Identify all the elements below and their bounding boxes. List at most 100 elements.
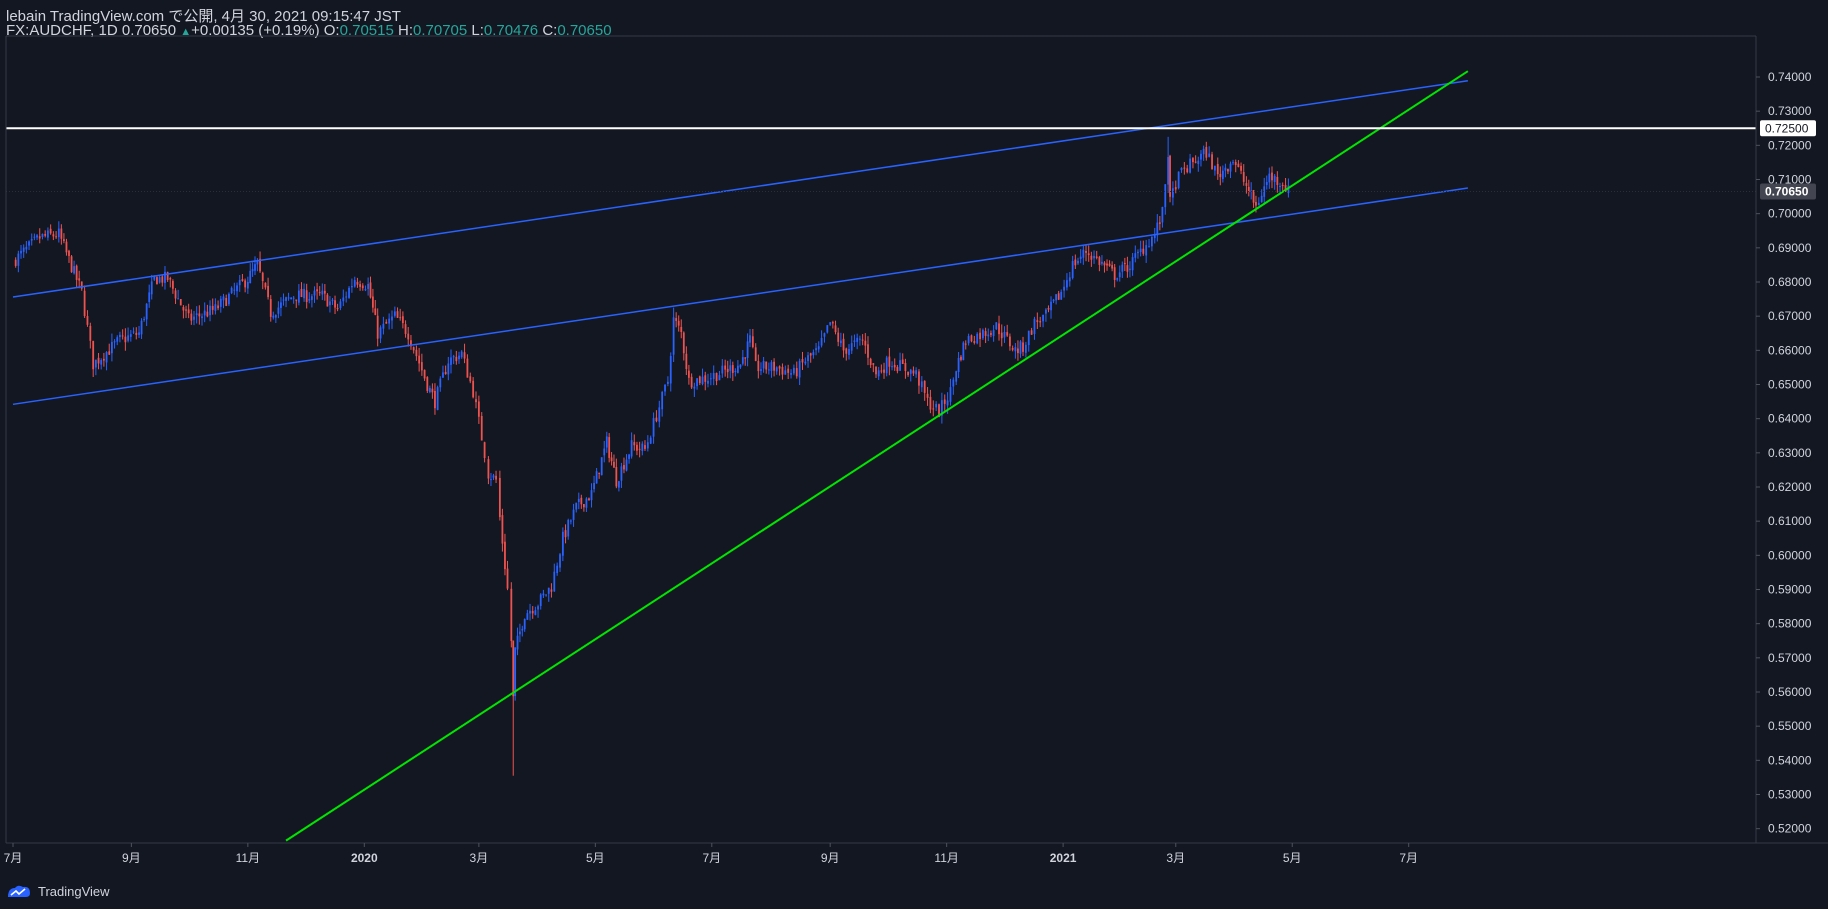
candle	[949, 378, 952, 406]
candle-body	[164, 271, 166, 283]
candle	[1242, 164, 1245, 186]
candle-body	[1252, 190, 1255, 203]
candle-body	[1156, 222, 1159, 236]
candle-body	[458, 355, 460, 360]
candle	[1227, 168, 1229, 175]
candle	[1126, 256, 1129, 278]
candle	[209, 300, 211, 322]
candle-body	[1237, 163, 1240, 168]
y-tick-label: 0.66000	[1768, 343, 1812, 357]
candle	[582, 504, 585, 512]
candle	[145, 303, 148, 326]
candle	[1158, 215, 1161, 231]
candle-body	[793, 367, 795, 374]
candle-body	[1255, 202, 1257, 206]
candle	[264, 282, 267, 290]
candle	[600, 457, 603, 476]
candle-body	[516, 635, 519, 650]
candle-body	[1268, 173, 1271, 183]
candle-body	[603, 448, 606, 456]
candle-body	[1219, 173, 1222, 178]
candle-body	[246, 281, 249, 289]
x-tick-label: 3月	[470, 851, 489, 865]
symbol-label: FX:AUDCHF, 1D 0.70650	[6, 22, 177, 39]
candle-body	[1074, 259, 1077, 266]
candle	[1164, 184, 1167, 215]
candle	[1180, 167, 1183, 173]
candle	[867, 336, 869, 366]
candle-body	[926, 393, 929, 398]
candle-body	[376, 315, 379, 339]
candle	[655, 410, 658, 423]
candle-body	[918, 371, 920, 386]
candle	[52, 231, 55, 241]
candle-body	[770, 362, 773, 371]
candle-body	[206, 311, 209, 317]
candle	[219, 295, 222, 313]
candle	[734, 368, 737, 377]
candle-body	[55, 236, 57, 238]
candle	[677, 315, 680, 332]
candle-body	[990, 333, 992, 335]
candle-body	[92, 340, 95, 370]
candle	[1027, 330, 1030, 352]
candle-body	[209, 305, 211, 316]
candle-body	[323, 290, 326, 294]
candle	[984, 327, 987, 344]
candle	[1197, 156, 1200, 172]
candle	[625, 454, 628, 472]
candle-body	[1186, 168, 1189, 173]
candle-body	[1095, 256, 1098, 258]
candle-body	[767, 369, 770, 371]
candle-body	[203, 310, 206, 316]
candle	[787, 364, 790, 380]
open-value: 0.70515	[339, 22, 394, 39]
candle-body	[1197, 160, 1200, 165]
candle	[272, 311, 275, 320]
x-tick-label: 11月	[236, 851, 260, 865]
candle	[853, 334, 856, 347]
candle-body	[285, 297, 287, 301]
candle-body	[326, 294, 329, 307]
candle	[148, 284, 151, 308]
candle	[336, 303, 339, 312]
candle	[420, 353, 423, 376]
candle-body	[47, 230, 49, 238]
candle	[1033, 316, 1036, 340]
candle-body	[329, 301, 331, 306]
candle-body	[593, 482, 595, 490]
candle-body	[492, 475, 495, 478]
candle-body	[153, 275, 156, 280]
candle	[295, 299, 298, 308]
candle	[556, 562, 559, 576]
chart-title: lebain TradingView.com で公開, 4月 30, 2021 …	[6, 5, 401, 26]
candle-body	[1050, 301, 1052, 311]
candle	[185, 305, 187, 318]
candle-body	[124, 336, 127, 343]
candle-body	[998, 323, 1000, 335]
candle-body	[1214, 165, 1216, 171]
candle-body	[182, 307, 185, 311]
candle	[89, 322, 92, 349]
candle-body	[274, 315, 277, 318]
candle	[550, 583, 553, 598]
candle-body	[385, 321, 388, 324]
candle	[1156, 214, 1159, 242]
candle	[669, 352, 672, 392]
candle-body	[28, 241, 30, 246]
candle	[316, 282, 318, 300]
candle	[929, 389, 932, 414]
candle-body	[374, 308, 377, 315]
close-value: 0.70650	[557, 22, 612, 39]
candle	[164, 266, 166, 290]
candle	[633, 434, 636, 451]
y-tick-label: 0.52000	[1768, 822, 1812, 836]
candle	[1111, 261, 1114, 272]
candle-body	[49, 228, 52, 234]
candle-body	[807, 355, 809, 362]
candle-body	[955, 371, 958, 382]
candle	[1063, 279, 1065, 298]
candle-body	[351, 285, 353, 288]
candle	[567, 518, 570, 540]
